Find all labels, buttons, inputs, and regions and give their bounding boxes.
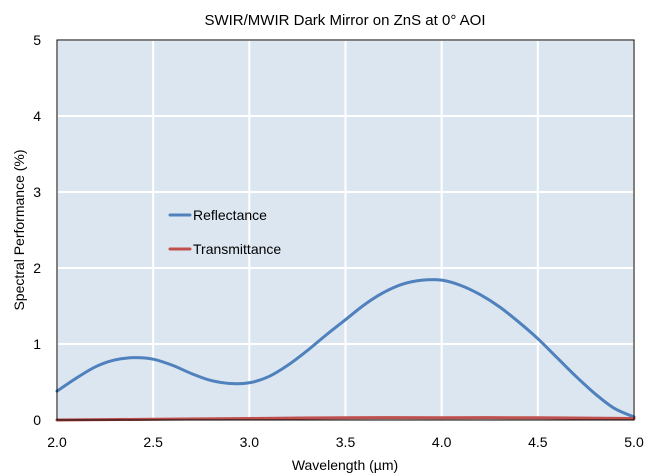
y-tick-label: 2 <box>33 260 41 276</box>
series-lines <box>55 278 636 422</box>
legend-label-reflectance: Reflectance <box>193 207 267 223</box>
y-tick-label: 0 <box>33 412 41 428</box>
y-tick-label: 3 <box>33 184 41 200</box>
y-tick-label: 4 <box>33 108 41 124</box>
x-tick-labels: 2.0 2.5 3.0 3.5 4.0 4.5 5.0 <box>47 434 644 450</box>
y-tick-label: 5 <box>33 32 41 48</box>
legend-item-reflectance: Reflectance <box>168 207 267 223</box>
legend-label-transmittance: Transmittance <box>193 241 281 257</box>
series-line-transmittance <box>55 416 636 422</box>
x-tick-label: 5.0 <box>624 434 644 450</box>
x-tick-label: 4.5 <box>528 434 548 450</box>
x-tick-label: 2.5 <box>143 434 163 450</box>
y-axis-label: Spectral Performance (%) <box>11 149 27 310</box>
x-tick-label: 2.0 <box>47 434 67 450</box>
x-axis-label: Wavelength (µm) <box>292 457 398 473</box>
plot-border <box>56 39 635 421</box>
legend: Reflectance Transmittance <box>168 207 281 257</box>
x-tick-label: 4.0 <box>432 434 452 450</box>
y-tick-labels: 0 1 2 3 4 5 <box>33 32 41 428</box>
series-line-reflectance <box>55 278 636 419</box>
y-tick-label: 1 <box>33 336 41 352</box>
chart-title: SWIR/MWIR Dark Mirror on ZnS at 0° AOI <box>204 12 485 29</box>
legend-item-transmittance: Transmittance <box>168 241 281 257</box>
x-tick-label: 3.0 <box>240 434 260 450</box>
x-tick-label: 3.5 <box>336 434 356 450</box>
